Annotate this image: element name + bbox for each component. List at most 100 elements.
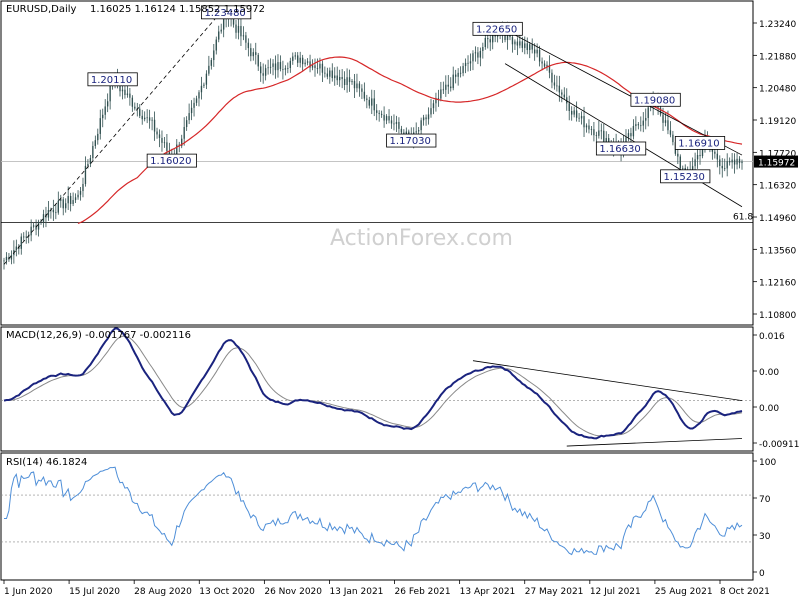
price-axis-tick-label: 1.13560 xyxy=(759,246,796,256)
candle-body xyxy=(524,43,526,48)
candle-body xyxy=(363,91,366,99)
candle-body xyxy=(642,120,644,126)
candle-body xyxy=(600,130,602,132)
axes: 1.23240 1.21880 1.20480 1.19120 1.17720 1.163… xyxy=(3,20,800,597)
candle-body xyxy=(711,148,714,152)
candle-body xyxy=(284,68,287,70)
candle-body xyxy=(731,159,733,163)
candle-body xyxy=(190,107,193,114)
candle-body xyxy=(677,153,679,157)
candle-body xyxy=(450,86,452,89)
price-axis-tick-label: 1.10800 xyxy=(759,311,796,321)
candle-body xyxy=(326,73,329,77)
candle-body xyxy=(667,120,669,131)
candle-body xyxy=(630,133,632,137)
x-axis-tick-label: 13 Jan 2021 xyxy=(329,587,383,597)
candle-body xyxy=(250,48,252,57)
candle-body xyxy=(371,98,373,106)
candle-body xyxy=(301,57,304,65)
candle-body xyxy=(531,44,533,50)
candle-body xyxy=(237,25,240,33)
swing-label: 1.16910 xyxy=(678,138,719,149)
candle-body xyxy=(15,246,18,251)
candle-body xyxy=(334,75,336,79)
swing-label: 1.19080 xyxy=(634,95,675,106)
candle-body xyxy=(321,63,324,73)
candle-body xyxy=(292,56,294,61)
candle-body xyxy=(588,125,590,130)
price-axis-tick-label: 1.14960 xyxy=(759,214,796,224)
candle-body xyxy=(383,114,385,121)
candle-body xyxy=(198,92,200,99)
candle-body xyxy=(724,168,726,170)
candle-body xyxy=(255,52,257,55)
candle-body xyxy=(373,98,375,111)
candle-body xyxy=(282,69,284,70)
price-panel-frame xyxy=(0,0,754,326)
candle-body xyxy=(716,153,718,160)
candle-body xyxy=(208,65,210,74)
rsi-panel-frame xyxy=(0,452,754,581)
price-axis-tick-label: 1.21880 xyxy=(759,52,796,62)
candle-body xyxy=(393,123,395,125)
candle-body xyxy=(682,167,684,169)
macd-lower-trendline xyxy=(566,438,743,447)
candle-body xyxy=(35,225,37,230)
candle-body xyxy=(47,209,50,218)
candle-body xyxy=(87,163,89,166)
candle-body xyxy=(346,77,348,85)
candle-body xyxy=(640,125,642,127)
candle-body xyxy=(25,236,27,238)
candle-body xyxy=(435,97,437,104)
candle-body xyxy=(701,148,704,157)
candle-body xyxy=(487,37,489,40)
candle-body xyxy=(492,33,494,43)
candle-body xyxy=(215,39,217,51)
candle-body xyxy=(541,61,543,64)
candle-body xyxy=(10,255,13,260)
swing-label-box xyxy=(630,92,681,107)
rsi-axis-tick-label: 0 xyxy=(759,569,765,579)
macd-axis-tick-label: 0.00 xyxy=(759,368,779,378)
candle-body xyxy=(548,64,551,73)
candle-body xyxy=(158,134,161,138)
candle-body xyxy=(65,203,67,209)
swing-label: 1.16020 xyxy=(150,156,191,167)
macd-upper-trendline xyxy=(472,360,743,402)
candle-body xyxy=(511,37,514,45)
x-axis-tick-label: 28 Aug 2020 xyxy=(134,587,192,597)
candle-body xyxy=(533,49,536,54)
candle-body xyxy=(134,106,136,109)
candle-body xyxy=(311,65,314,68)
candle-body xyxy=(726,161,728,169)
x-axis-tick-label: 8 Oct 2021 xyxy=(720,587,770,597)
swing-label-box xyxy=(146,153,197,168)
candle-body xyxy=(62,199,64,209)
candle-body xyxy=(546,64,548,67)
rsi-axis-tick-label: 100 xyxy=(759,458,776,468)
swing-label: 1.20110 xyxy=(91,75,132,86)
candle-body xyxy=(289,60,291,69)
candle-body xyxy=(691,166,694,171)
candle-body xyxy=(329,70,331,77)
price-panel: 61.8 1.23480 1.20110 1.16020 1.17030 1.22650 1… xyxy=(1,5,753,270)
candle-body xyxy=(575,110,578,118)
candle-body xyxy=(627,133,630,138)
last-price-label: 1.15972 xyxy=(758,159,795,169)
price-axis-tick-label: 1.19120 xyxy=(759,117,796,127)
candle-body xyxy=(89,158,92,164)
candle-body xyxy=(484,37,486,48)
candle-body xyxy=(585,125,588,128)
swing-label: 1.22650 xyxy=(476,24,517,35)
candle-body xyxy=(590,129,593,130)
candle-body xyxy=(210,60,213,66)
candle-body xyxy=(181,138,183,147)
candle-body xyxy=(94,140,97,146)
candle-body xyxy=(30,226,32,236)
candle-body xyxy=(425,117,427,120)
candle-body xyxy=(415,131,417,133)
candle-body xyxy=(151,119,153,121)
swing-label: 1.16630 xyxy=(599,144,640,155)
candle-body xyxy=(242,35,245,37)
candle-body xyxy=(77,194,79,198)
